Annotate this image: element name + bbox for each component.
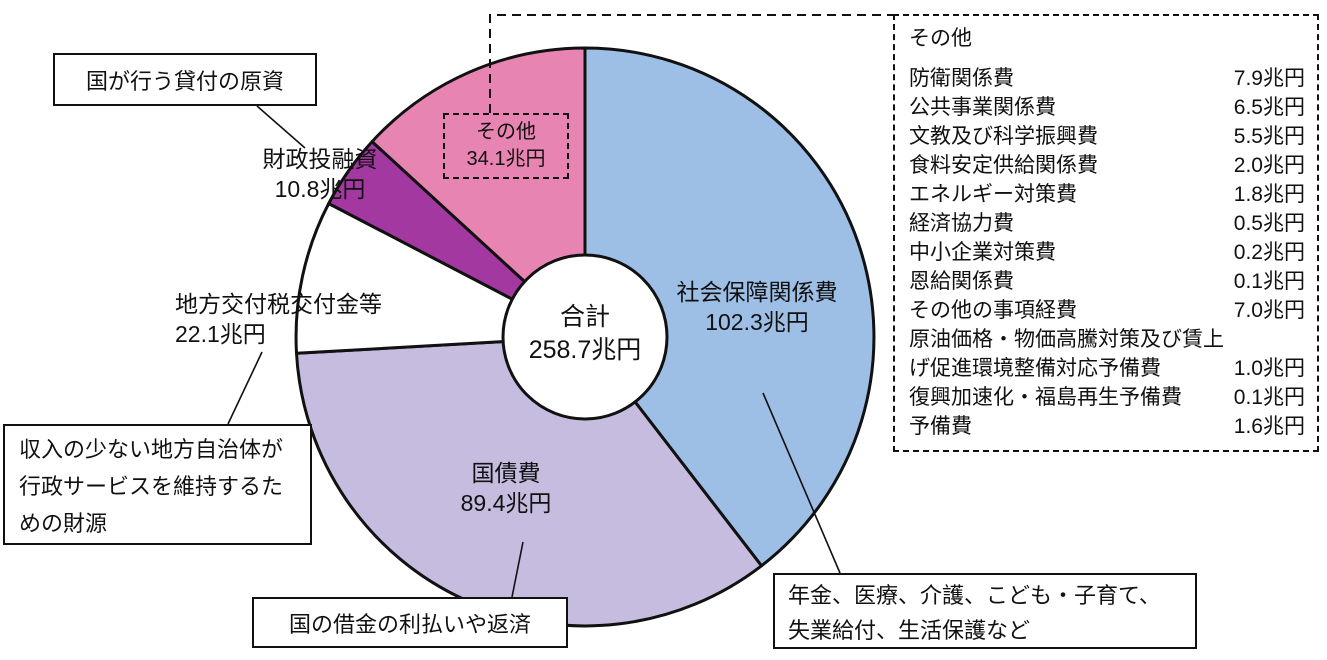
breakdown-item-name: 経済協力費: [909, 212, 1014, 235]
connector-lines: [227, 105, 841, 598]
segment-label-local-allocation-tax-value: 22.1兆円: [175, 321, 266, 347]
connector-social-note: [762, 392, 841, 574]
breakdown-row: 経済協力費 0.5兆円: [909, 209, 1305, 238]
callout-debt-repayment-text: 国の借金の利払いや返済: [288, 611, 531, 637]
breakdown-row: 復興加速化・福島再生予備費 0.1兆円: [909, 383, 1305, 412]
segment-label-national-debt: 国債費 89.4兆円: [420, 458, 592, 518]
segment-label-filp-value: 10.8兆円: [274, 176, 366, 202]
others-breakdown-box: その他 防衛関係費 7.9兆円公共事業関係費 6.5兆円文教及び科学振興費 5.5兆円…: [893, 14, 1319, 452]
dashed-connector-others: [489, 14, 893, 113]
breakdown-item-value: 5.5兆円: [1233, 125, 1305, 148]
segment-label-others-name: その他: [476, 121, 536, 143]
segment-label-filp-name: 財政投融資: [262, 146, 378, 172]
breakdown-item-value: 1.8兆円: [1233, 183, 1305, 206]
center-total-title: 合計: [559, 303, 610, 331]
breakdown-item-value: 0.1兆円: [1233, 270, 1305, 293]
segment-label-others: その他 34.1兆円: [443, 113, 569, 179]
breakdown-item-name: 恩給関係費: [909, 270, 1014, 293]
breakdown-row: 防衛関係費 7.9兆円: [909, 64, 1305, 93]
breakdown-item-value: 0.2兆円: [1233, 241, 1305, 264]
breakdown-item-value: 0.5兆円: [1233, 212, 1305, 235]
breakdown-row: その他の事項経費 7.0兆円: [909, 296, 1305, 325]
segment-label-others-value: 34.1兆円: [466, 148, 546, 170]
callout-local-gov-revenue: 収入の少ない地方自治体が行政サービスを維持するための財源: [3, 424, 312, 545]
pie-slice-1: [583, 46, 876, 568]
connector-debt-note: [511, 541, 524, 598]
breakdown-item-value: 2.0兆円: [1233, 154, 1305, 177]
breakdown-item-name: 予備費: [909, 415, 972, 438]
breakdown-row: 恩給関係費 0.1兆円: [909, 267, 1305, 296]
breakdown-row: 予備費 1.6兆円: [909, 412, 1305, 441]
callout-debt-repayment: 国の借金の利払いや返済: [252, 597, 568, 648]
callout-loan-funds: 国が行う貸付の原資: [53, 53, 317, 106]
breakdown-row: エネルギー対策費 1.8兆円: [909, 180, 1305, 209]
segment-label-local-allocation-tax: 地方交付税交付金等 22.1兆円: [175, 289, 405, 349]
breakdown-item-name: 防衛関係費: [909, 67, 1014, 90]
segment-label-social-security-name: 社会保障関係費: [676, 279, 838, 305]
segment-label-national-debt-name: 国債費: [471, 460, 541, 486]
center-total-value: 258.7兆円: [528, 336, 642, 364]
breakdown-row: 食料安定供給関係費 2.0兆円: [909, 151, 1305, 180]
breakdown-item-name: 公共事業関係費: [909, 96, 1056, 119]
callout-social-security-detail: 年金、医療、介護、こども・子育て、失業給付、生活保護など: [773, 573, 1197, 649]
segment-label-social-security-value: 102.3兆円: [705, 309, 809, 335]
connector-loan-note: [256, 105, 306, 149]
breakdown-item-name: その他の事項経費: [909, 299, 1077, 322]
breakdown-item-value: 6.5兆円: [1233, 96, 1305, 119]
others-breakdown-title: その他: [909, 27, 972, 50]
breakdown-item-value: 1.6兆円: [1233, 415, 1305, 438]
callout-loan-funds-text: 国が行う貸付の原資: [85, 68, 284, 94]
breakdown-row: 公共事業関係費 6.5兆円: [909, 93, 1305, 122]
breakdown-item-name: 中小企業対策費: [909, 241, 1056, 264]
segment-label-national-debt-value: 89.4兆円: [460, 490, 552, 516]
segment-label-social-security: 社会保障関係費 102.3兆円: [652, 277, 862, 337]
breakdown-item-name: 原油価格・物価高騰対策及び賃上げ促進環境整備対応予備費: [909, 328, 1224, 380]
breakdown-item-name: 復興加速化・福島再生予備費: [909, 386, 1182, 409]
pie-slices: [294, 46, 876, 628]
pie-slice-5: [370, 46, 587, 339]
breakdown-item-value: 0.1兆円: [1233, 386, 1305, 409]
other-breakdown-list: 防衛関係費 7.9兆円公共事業関係費 6.5兆円文教及び科学振興費 5.5兆円食料安定…: [909, 64, 1305, 441]
breakdown-row: 文教及び科学振興費 5.5兆円: [909, 122, 1305, 151]
segment-label-local-allocation-tax-name: 地方交付税交付金等: [175, 291, 382, 317]
breakdown-item-value: 7.9兆円: [1233, 67, 1305, 90]
callout-local-gov-revenue-text: 収入の少ない地方自治体が行政サービスを維持するための財源: [19, 437, 284, 536]
connector-local-gov-note: [227, 351, 263, 425]
breakdown-item-value: 1.0兆円: [1233, 357, 1305, 380]
center-total-label: 合計 258.7兆円: [487, 301, 683, 367]
breakdown-item-name: 文教及び科学振興費: [909, 125, 1098, 148]
breakdown-item-name: エネルギー対策費: [909, 183, 1077, 206]
breakdown-item-value: 7.0兆円: [1233, 299, 1305, 322]
segment-label-filp: 財政投融資 10.8兆円: [250, 144, 390, 204]
breakdown-row: 中小企業対策費 0.2兆円: [909, 238, 1305, 267]
breakdown-row: 原油価格・物価高騰対策及び賃上げ促進環境整備対応予備費 1.0兆円: [909, 325, 1305, 383]
donut-hole: [501, 253, 669, 421]
callout-social-security-detail-text: 年金、医療、介護、こども・子育て、失業給付、生活保護など: [788, 583, 1161, 643]
breakdown-item-name: 食料安定供給関係費: [909, 154, 1098, 177]
